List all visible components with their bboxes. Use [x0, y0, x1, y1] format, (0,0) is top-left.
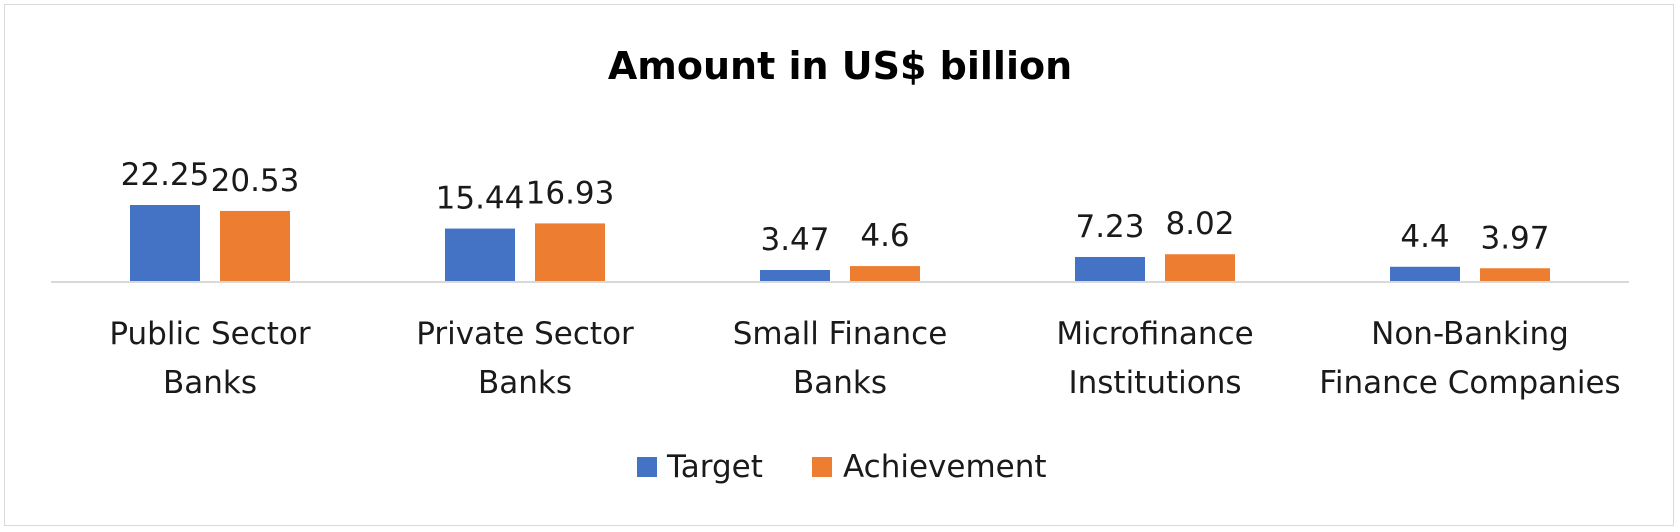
data-label-achievement-3: 8.02 — [1165, 206, 1234, 242]
bar-achievement-3 — [1165, 254, 1235, 282]
data-label-achievement-2: 4.6 — [860, 218, 909, 254]
bar-achievement-4 — [1480, 268, 1550, 282]
category-label-2-line-1: Banks — [793, 365, 887, 401]
legend-swatch-target — [637, 457, 657, 477]
category-label-0-line-1: Banks — [163, 365, 257, 401]
category-label-1-line-0: Private Sector — [416, 316, 634, 352]
data-label-achievement-0: 20.53 — [211, 163, 300, 199]
bar-target-1 — [445, 228, 515, 282]
category-label-4-line-0: Non-Banking — [1371, 316, 1569, 352]
legend-label-achievement: Achievement — [843, 449, 1047, 485]
bar-target-2 — [760, 269, 830, 282]
bar-target-4 — [1390, 266, 1460, 282]
category-label-3-line-1: Institutions — [1068, 365, 1241, 401]
bar-target-3 — [1075, 256, 1145, 282]
bar-target-0 — [130, 205, 200, 282]
category-label-3-line-0: Microfinance — [1056, 316, 1253, 352]
bars-group — [130, 205, 1550, 282]
data-label-target-3: 7.23 — [1075, 209, 1144, 245]
category-labels-group: Public Sector Banks Private Sector Banks Sma… — [109, 316, 1620, 401]
data-label-achievement-4: 3.97 — [1480, 220, 1549, 256]
legend-label-target: Target — [666, 449, 763, 485]
chart-title: Amount in US$ billion — [608, 44, 1072, 88]
category-label-4-line-1: Finance Companies — [1319, 365, 1620, 401]
category-label-0-line-0: Public Sector — [109, 316, 311, 352]
data-label-target-1: 15.44 — [436, 181, 525, 217]
legend: Target Achievement — [637, 449, 1047, 485]
bar-achievement-0 — [220, 210, 290, 282]
category-label-1-line-1: Banks — [478, 365, 572, 401]
data-labels-group: 22.25 15.44 3.47 7.23 4.4 20.53 16.93 4.6 8.02 3.… — [121, 157, 1550, 258]
bar-achievement-1 — [535, 223, 605, 282]
bar-achievement-2 — [850, 266, 920, 282]
data-label-target-2: 3.47 — [760, 222, 829, 258]
data-label-target-0: 22.25 — [121, 157, 210, 193]
category-label-2-line-0: Small Finance — [733, 316, 948, 352]
data-label-target-4: 4.4 — [1400, 219, 1449, 255]
data-label-achievement-1: 16.93 — [526, 175, 615, 211]
legend-swatch-achievement — [812, 457, 832, 477]
